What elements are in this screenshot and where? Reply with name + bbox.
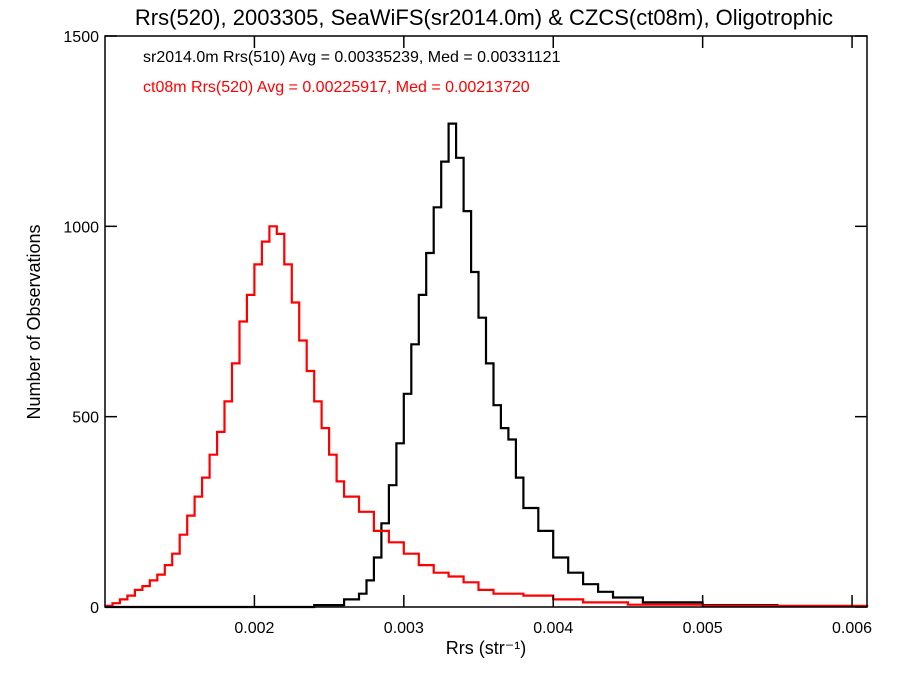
chart-title: Rrs(520), 2003305, SeaWiFS(sr2014.0m) & … xyxy=(135,5,833,30)
axis-ticks: 0.002 0.003 0.004 0.005 0.006 0 500 1000 1500 xyxy=(63,29,872,637)
legend-entry-black: sr2014.0m Rrs(510) Avg = 0.00335239, Med… xyxy=(143,49,561,66)
y-tick-label: 1000 xyxy=(63,219,99,236)
legend-entry-red: ct08m Rrs(520) Avg = 0.00225917, Med = 0… xyxy=(143,79,530,96)
y-tick-label: 0 xyxy=(90,600,99,617)
y-tick-label: 500 xyxy=(72,410,99,427)
series-line-black xyxy=(105,122,869,609)
x-tick-label: 0.006 xyxy=(832,620,872,637)
x-tick-label: 0.004 xyxy=(533,620,573,637)
x-tick-label: 0.003 xyxy=(384,620,424,637)
plot-frame xyxy=(104,35,868,608)
x-axis-label: Rrs (str⁻¹) xyxy=(446,638,526,658)
series-line-red xyxy=(105,225,869,607)
y-axis-label: Number of Observations xyxy=(24,224,44,419)
plot-area xyxy=(105,122,869,609)
x-tick-label: 0.005 xyxy=(683,620,723,637)
y-tick-label: 1500 xyxy=(63,29,99,46)
x-tick-label: 0.002 xyxy=(234,620,274,637)
